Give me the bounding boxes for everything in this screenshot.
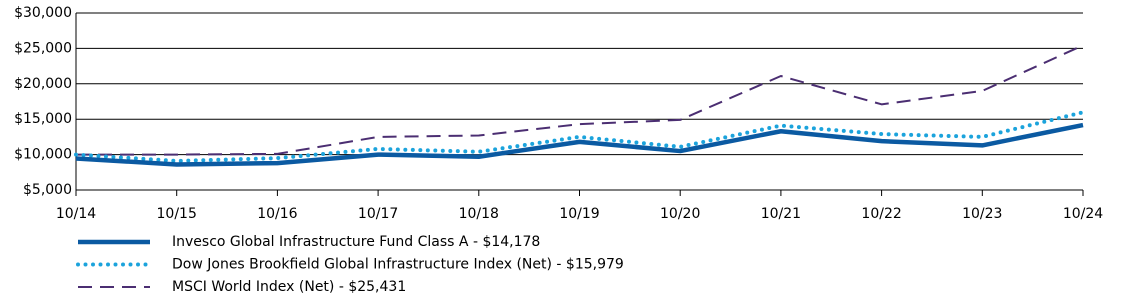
x-tick-label: 10/16: [257, 206, 297, 222]
series-line: [75, 122, 1084, 167]
x-tick-label: 10/23: [962, 206, 1002, 222]
legend-label: Invesco Global Infrastructure Fund Class…: [172, 234, 540, 250]
x-tick-label: 10/24: [1063, 206, 1103, 222]
x-tick-label: 10/15: [157, 206, 197, 222]
x-tick-label: 10/20: [660, 206, 700, 222]
x-tick-label: 10/21: [761, 206, 801, 222]
y-tick-label: $30,000: [14, 5, 72, 21]
y-tick-label: $5,000: [23, 182, 72, 198]
x-tick-label: 10/17: [358, 206, 398, 222]
legend-label: Dow Jones Brookfield Global Infrastructu…: [172, 257, 624, 273]
x-tick-label: 10/14: [56, 206, 96, 222]
x-tick-label: 10/19: [559, 206, 599, 222]
y-tick-label: $15,000: [14, 111, 72, 127]
legend-label: MSCI World Index (Net) - $25,431: [172, 279, 406, 295]
x-tick-label: 10/22: [861, 206, 901, 222]
y-tick-label: $10,000: [14, 147, 72, 163]
series-line: [76, 44, 1084, 156]
x-tick-label: 10/18: [459, 206, 499, 222]
y-tick-label: $25,000: [14, 40, 72, 56]
y-tick-label: $20,000: [14, 76, 72, 92]
